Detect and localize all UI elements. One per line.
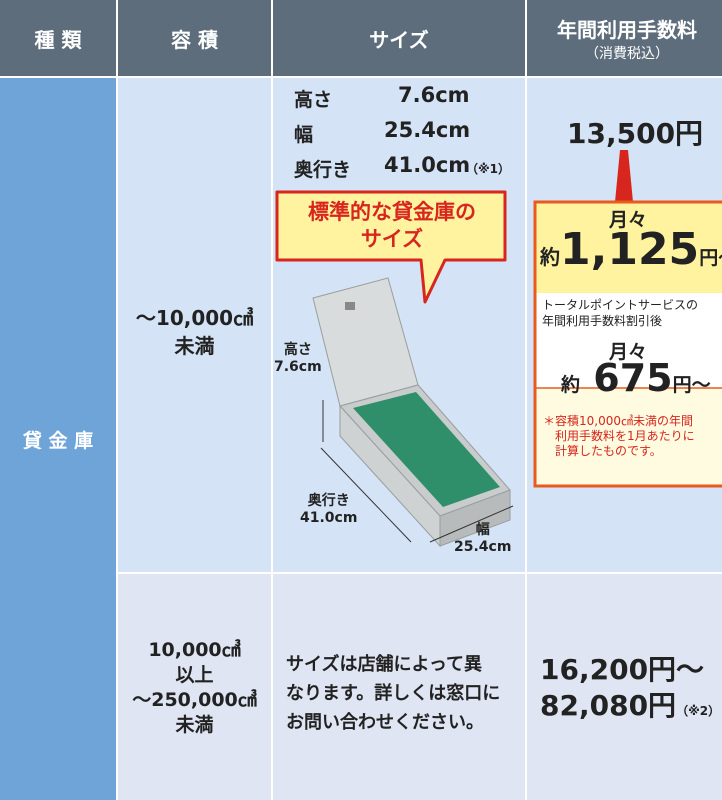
monthly-label: 月々 bbox=[608, 209, 647, 231]
size-value: 25.4cm bbox=[384, 118, 471, 142]
box-lid bbox=[312, 277, 419, 407]
dimension-line bbox=[429, 505, 514, 543]
size-label: 高さ bbox=[294, 89, 333, 111]
header-text: 種 類 bbox=[34, 27, 82, 52]
amount: 1,125 bbox=[560, 224, 700, 275]
box-lock bbox=[345, 302, 355, 310]
prefix: 約 bbox=[540, 245, 560, 269]
discount-line: トータルポイントサービスの bbox=[542, 298, 699, 312]
header-text: 年間利用手数料 bbox=[557, 17, 697, 42]
size-line: お問い合わせください。 bbox=[286, 712, 484, 733]
callout-line: 標準的な貸金庫の bbox=[308, 200, 476, 224]
box-side bbox=[339, 404, 441, 548]
volume-line: ～250,000㎤ bbox=[132, 689, 257, 711]
header-text: 容 積 bbox=[171, 27, 218, 52]
cell bbox=[118, 574, 271, 800]
header-cell: 種 類 bbox=[0, 0, 116, 76]
note-line: 計算したものです。 bbox=[555, 444, 662, 458]
volume-text: ～10,000㎤ 未満 bbox=[118, 304, 271, 360]
fee-box-top bbox=[536, 203, 722, 294]
volume-line: ～10,000㎤ bbox=[135, 306, 254, 330]
diagram-line: 41.0cm bbox=[300, 510, 358, 526]
size-note: （※1） bbox=[466, 162, 511, 176]
callout-bubble bbox=[275, 190, 507, 304]
fee-line: 82,080円（※2） bbox=[540, 688, 720, 729]
discount-line: 年間利用手数料割引後 bbox=[542, 314, 663, 328]
dimension-line bbox=[320, 447, 412, 543]
callout-line: サイズ bbox=[360, 227, 424, 251]
annual-fee: 13,500円 bbox=[567, 117, 704, 150]
note-line: ＊容積10,000㎤未満の年間 bbox=[543, 414, 693, 428]
category-cell: 貸 金 庫 bbox=[0, 78, 116, 800]
diagram-line: 25.4cm bbox=[454, 539, 512, 555]
fee-text: 16,200円～ 82,080円（※2） bbox=[540, 652, 720, 729]
diagram-line: 奥行き bbox=[307, 493, 350, 509]
header-note: （消費税込） bbox=[585, 45, 669, 62]
safe-box-illustration bbox=[275, 190, 514, 548]
size-line: サイズは店舗によって異 bbox=[286, 654, 483, 675]
size-line: なります。詳しくは窓口に bbox=[286, 683, 501, 704]
cell bbox=[118, 78, 271, 572]
amount: 675 bbox=[593, 356, 673, 400]
fee-box-middle bbox=[536, 293, 722, 388]
cell bbox=[273, 574, 525, 800]
suffix: 円～ bbox=[699, 247, 722, 269]
suffix: 円～ bbox=[672, 374, 711, 396]
volume-text: 10,000㎤ 以上 ～250,000㎤ 未満 bbox=[118, 638, 271, 738]
diagram-label: 奥行き 41.0cm bbox=[300, 493, 357, 527]
cell bbox=[527, 574, 722, 800]
diagram-line: 高さ bbox=[283, 342, 312, 358]
size-value: 41.0cm bbox=[384, 153, 471, 177]
volume-line: 10,000㎤ bbox=[148, 639, 241, 661]
size-label: 幅 bbox=[294, 124, 314, 146]
size-value: 7.6cm bbox=[398, 83, 470, 107]
discount-amount: 約 675円～ bbox=[561, 356, 711, 407]
fee-amount: 82,080円 bbox=[540, 689, 677, 722]
size-text: サイズは店舗によって異 なります。詳しくは窓口に お問い合わせください。 bbox=[286, 650, 500, 737]
header-cell: 年間利用手数料 （消費税込） bbox=[527, 0, 722, 76]
box-interior bbox=[353, 392, 500, 507]
monthly-amount: 約1,125円～ bbox=[540, 226, 722, 282]
fee-note: （※2） bbox=[676, 704, 721, 718]
diagram-line: 7.6cm bbox=[274, 359, 322, 375]
header-cell: サイズ bbox=[273, 0, 525, 76]
category-text: 貸 金 庫 bbox=[22, 429, 94, 452]
discount-heading: トータルポイントサービスの 年間利用手数料割引後 bbox=[542, 297, 698, 329]
volume-line: 未満 bbox=[174, 334, 215, 358]
discount-label: 月々 bbox=[608, 341, 647, 363]
header-text: サイズ bbox=[369, 27, 429, 52]
diagram-label: 高さ 7.6cm bbox=[274, 342, 322, 376]
size-label: 奥行き bbox=[294, 159, 352, 181]
fee-note: ＊容積10,000㎤未満の年間 利用手数料を1月あたりに 計算したものです。 bbox=[543, 414, 695, 459]
diagram-line: 幅 bbox=[475, 522, 490, 538]
fee-box-graphic bbox=[533, 150, 722, 488]
diagram-label: 幅 25.4cm bbox=[454, 522, 511, 556]
fee-line: 16,200円～ bbox=[540, 653, 705, 686]
pointer bbox=[615, 150, 633, 202]
volume-line: 以上 bbox=[175, 664, 214, 686]
header-cell: 容 積 bbox=[118, 0, 271, 76]
prefix: 約 bbox=[561, 374, 581, 396]
volume-line: 未満 bbox=[175, 714, 214, 736]
note-line: 利用手数料を1月あたりに bbox=[555, 429, 695, 443]
callout-text: 標準的な貸金庫の サイズ bbox=[279, 199, 505, 253]
